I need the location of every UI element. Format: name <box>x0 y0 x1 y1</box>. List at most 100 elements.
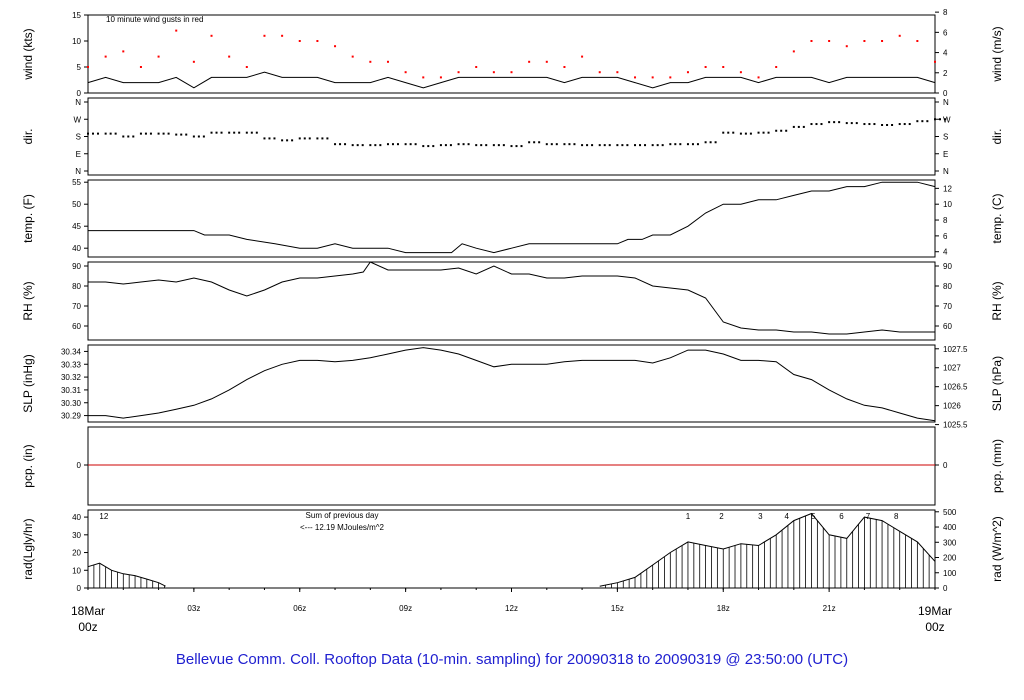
wind-ytick-label-left: 5 <box>77 63 82 72</box>
dir-point <box>175 133 178 136</box>
dir-point <box>873 123 876 126</box>
dir-point <box>427 145 430 148</box>
dir-point <box>321 137 324 140</box>
rad-hour-marker: 3 <box>758 512 763 521</box>
wind-ylabel-left: wind (kts) <box>21 28 35 80</box>
dir-ytick-label-right: W <box>943 115 951 124</box>
temp-ytick-label-left: 55 <box>72 178 81 187</box>
dir-ytick-label-right: S <box>943 133 948 142</box>
wind-gust-point <box>704 66 707 68</box>
wind-gust-point <box>598 71 601 74</box>
rad-envelope-line <box>87 562 166 587</box>
wind-gust-point <box>775 66 778 68</box>
wind-gust-point <box>422 76 425 79</box>
dir-point <box>651 144 654 147</box>
dir-point <box>334 143 337 146</box>
wind-gust-point <box>634 76 637 79</box>
dir-point <box>97 132 99 135</box>
slp-ylabel-left: SLP (inHg) <box>21 354 35 412</box>
dir-ytick-label-left: S <box>76 133 81 142</box>
dir-point <box>87 132 89 135</box>
temp-ytick-label-right: 10 <box>943 200 952 209</box>
dir-point <box>351 144 354 147</box>
dir-ytick-label-left: W <box>73 115 81 124</box>
temp-ylabel-left: temp. (F) <box>21 194 35 243</box>
dir-point <box>891 124 894 126</box>
wind-gust-point <box>686 71 689 74</box>
dir-point <box>502 144 505 147</box>
rh-ytick-label-left: 70 <box>72 302 81 311</box>
dir-point <box>656 144 659 147</box>
chart-caption: Bellevue Comm. Coll. Rooftop Data (10-mi… <box>175 651 849 668</box>
wind-gust-point <box>386 60 389 63</box>
dir-point <box>369 144 372 147</box>
pcp-ytick-label-right: 0 <box>943 461 948 470</box>
slp-ytick-label-right: 1027.5 <box>943 345 968 354</box>
wind-gust-point <box>263 34 266 37</box>
slp-ytick-label-right: 1026 <box>943 402 961 411</box>
dir-point <box>757 131 760 134</box>
rh-ytick-label-left: 90 <box>72 262 81 271</box>
wind-gust-point <box>457 71 460 74</box>
temp-ytick-label-right: 4 <box>943 248 948 257</box>
dir-point <box>439 144 442 147</box>
dir-point <box>815 123 818 126</box>
rad-envelope-line <box>599 512 936 587</box>
x-tick-label: 21z <box>823 604 836 613</box>
dir-point <box>197 135 200 138</box>
dir-point <box>192 135 195 138</box>
wind-ytick-label-left: 0 <box>77 89 82 98</box>
dir-point <box>273 137 276 140</box>
rad-hour-marker: 7 <box>866 512 871 521</box>
wind-gust-point <box>898 34 901 37</box>
x-start-time-label: 00z <box>78 620 97 634</box>
rad-ytick-label-left: 30 <box>72 531 81 540</box>
dir-point <box>432 145 435 148</box>
dir-point <box>449 144 452 147</box>
dir-point <box>316 137 319 140</box>
dir-point <box>714 141 717 144</box>
wind-gust-point <box>845 45 848 48</box>
dir-point <box>780 129 783 132</box>
dir-point <box>598 144 601 147</box>
dir-point <box>855 122 858 125</box>
dir-point <box>444 144 447 147</box>
dir-point <box>356 144 359 147</box>
dir-point <box>722 131 725 134</box>
rad-hour-marker: 12 <box>99 512 108 521</box>
wind-gust-point <box>351 55 354 58</box>
dir-point <box>268 137 271 140</box>
dir-point <box>898 123 901 126</box>
rh-ytick-label-right: 70 <box>943 302 952 311</box>
dir-point <box>515 145 518 148</box>
dir-point <box>391 143 394 146</box>
pcp-panel-frame <box>87 426 936 506</box>
dir-point <box>749 132 752 135</box>
dir-point <box>233 131 236 134</box>
dir-point <box>238 131 241 134</box>
rh-ylabel-left: RH (%) <box>21 281 35 320</box>
wind-gust-point <box>298 40 301 42</box>
wind-gust-point <box>369 60 372 63</box>
dir-point <box>727 131 730 134</box>
dir-point <box>573 143 576 146</box>
x-tick-label: 03z <box>187 604 200 613</box>
temp-panel-frame <box>87 179 936 258</box>
dir-point <box>339 143 342 146</box>
x-tick-label: 15z <box>611 604 624 613</box>
wind-gust-point <box>934 60 936 63</box>
rad-panel-frame <box>87 509 936 589</box>
wind-gust-point <box>87 66 89 68</box>
dir-point <box>674 143 677 146</box>
pcp-ylabel-left: pcp. (in) <box>21 444 35 487</box>
dir-point <box>762 131 765 134</box>
wind-gust-point <box>581 55 584 58</box>
dir-point <box>497 144 500 147</box>
rad-ytick-label-left: 20 <box>72 549 81 558</box>
dir-point <box>132 135 135 138</box>
rad-ytick-label-right: 500 <box>943 508 957 517</box>
dir-point <box>396 143 399 146</box>
dir-ytick-label-right: N <box>943 98 949 107</box>
dir-point <box>850 122 853 125</box>
slp-ytick-label-right: 1027 <box>943 364 961 373</box>
